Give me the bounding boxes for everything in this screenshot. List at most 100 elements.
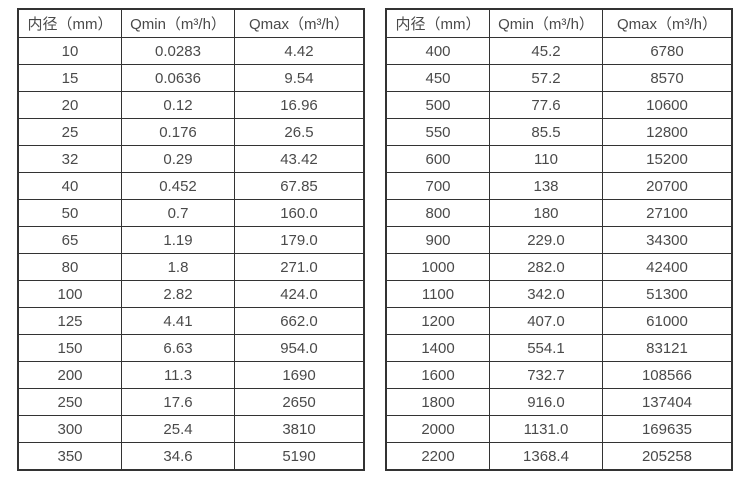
table-cell: 954.0 [234,334,365,362]
table-cell: 12800 [602,118,733,146]
table-cell: 77.6 [489,91,603,119]
table-cell: 0.0636 [121,64,235,92]
table-cell: 11.3 [121,361,235,389]
table-row: 350 34.6 5190 [17,442,365,471]
table-cell: 16.96 [234,91,365,119]
table-row: 10 0.0283 4.42 [17,37,365,65]
table-cell: 137404 [602,388,733,416]
table-cell: 43.42 [234,145,365,173]
table-cell: 1200 [385,307,490,335]
table-cell: 80 [17,253,122,281]
table-cell: 554.1 [489,334,603,362]
table-cell: 10 [17,37,122,65]
table-cell: 200 [17,361,122,389]
table-row: 50 0.7 160.0 [17,199,365,227]
table-cell: 1000 [385,253,490,281]
table-cell: 6780 [602,37,733,65]
table-cell: 125 [17,307,122,335]
table-cell: 1100 [385,280,490,308]
table-row: 20 0.12 16.96 [17,91,365,119]
table-cell: 61000 [602,307,733,335]
table-cell: 150 [17,334,122,362]
table-row: 125 4.41 662.0 [17,307,365,335]
table-row: 1000 282.0 42400 [385,253,733,281]
table-row: 600 110 15200 [385,145,733,173]
table-cell: 282.0 [489,253,603,281]
table-cell: 900 [385,226,490,254]
flow-table-right: 内径（mm） Qmin（m³/h） Qmax（m³/h） 400 45.2 6780 45… [385,8,733,471]
table-cell: 20700 [602,172,733,200]
table-cell: 100 [17,280,122,308]
column-header: Qmax（m³/h） [234,8,365,38]
table-cell: 5190 [234,442,365,471]
table-cell: 8570 [602,64,733,92]
table-cell: 1800 [385,388,490,416]
table-cell: 138 [489,172,603,200]
table-row: 550 85.5 12800 [385,118,733,146]
table-cell: 300 [17,415,122,443]
table-cell: 45.2 [489,37,603,65]
table-cell: 0.12 [121,91,235,119]
table-row: 25 0.176 26.5 [17,118,365,146]
table-cell: 1.8 [121,253,235,281]
table-row: 32 0.29 43.42 [17,145,365,173]
table-row: 200 11.3 1690 [17,361,365,389]
table-cell: 40 [17,172,122,200]
flow-table-left: 内径（mm） Qmin（m³/h） Qmax（m³/h） 10 0.0283 4.42 1… [17,8,365,471]
column-header: 内径（mm） [17,8,122,38]
table-cell: 350 [17,442,122,471]
table-row: 1400 554.1 83121 [385,334,733,362]
table-cell: 450 [385,64,490,92]
table-cell: 271.0 [234,253,365,281]
table-cell: 1690 [234,361,365,389]
table-cell: 700 [385,172,490,200]
table-cell: 9.54 [234,64,365,92]
table-cell: 2000 [385,415,490,443]
table-row: 500 77.6 10600 [385,91,733,119]
table-row: 40 0.452 67.85 [17,172,365,200]
table-cell: 0.176 [121,118,235,146]
column-header: 内径（mm） [385,8,490,38]
table-header-row: 内径（mm） Qmin（m³/h） Qmax（m³/h） [385,8,733,38]
table-row: 100 2.82 424.0 [17,280,365,308]
table-row: 1800 916.0 137404 [385,388,733,416]
table-row: 2000 1131.0 169635 [385,415,733,443]
table-cell: 179.0 [234,226,365,254]
table-row: 800 180 27100 [385,199,733,227]
table-cell: 0.452 [121,172,235,200]
table-row: 700 138 20700 [385,172,733,200]
table-cell: 110 [489,145,603,173]
table-cell: 342.0 [489,280,603,308]
table-row: 15 0.0636 9.54 [17,64,365,92]
table-cell: 407.0 [489,307,603,335]
table-cell: 229.0 [489,226,603,254]
table-cell: 1131.0 [489,415,603,443]
table-row: 80 1.8 271.0 [17,253,365,281]
table-cell: 3810 [234,415,365,443]
table-cell: 57.2 [489,64,603,92]
table-cell: 800 [385,199,490,227]
table-cell: 50 [17,199,122,227]
table-cell: 32 [17,145,122,173]
table-cell: 4.42 [234,37,365,65]
table-cell: 0.0283 [121,37,235,65]
table-cell: 424.0 [234,280,365,308]
table-cell: 250 [17,388,122,416]
table-row: 150 6.63 954.0 [17,334,365,362]
table-cell: 180 [489,199,603,227]
table-cell: 1.19 [121,226,235,254]
table-cell: 600 [385,145,490,173]
table-cell: 27100 [602,199,733,227]
table-cell: 10600 [602,91,733,119]
table-cell: 26.5 [234,118,365,146]
column-header: Qmax（m³/h） [602,8,733,38]
table-cell: 732.7 [489,361,603,389]
table-cell: 34300 [602,226,733,254]
table-cell: 25.4 [121,415,235,443]
table-cell: 108566 [602,361,733,389]
table-row: 900 229.0 34300 [385,226,733,254]
table-row: 1600 732.7 108566 [385,361,733,389]
column-header: Qmin（m³/h） [489,8,603,38]
table-cell: 550 [385,118,490,146]
